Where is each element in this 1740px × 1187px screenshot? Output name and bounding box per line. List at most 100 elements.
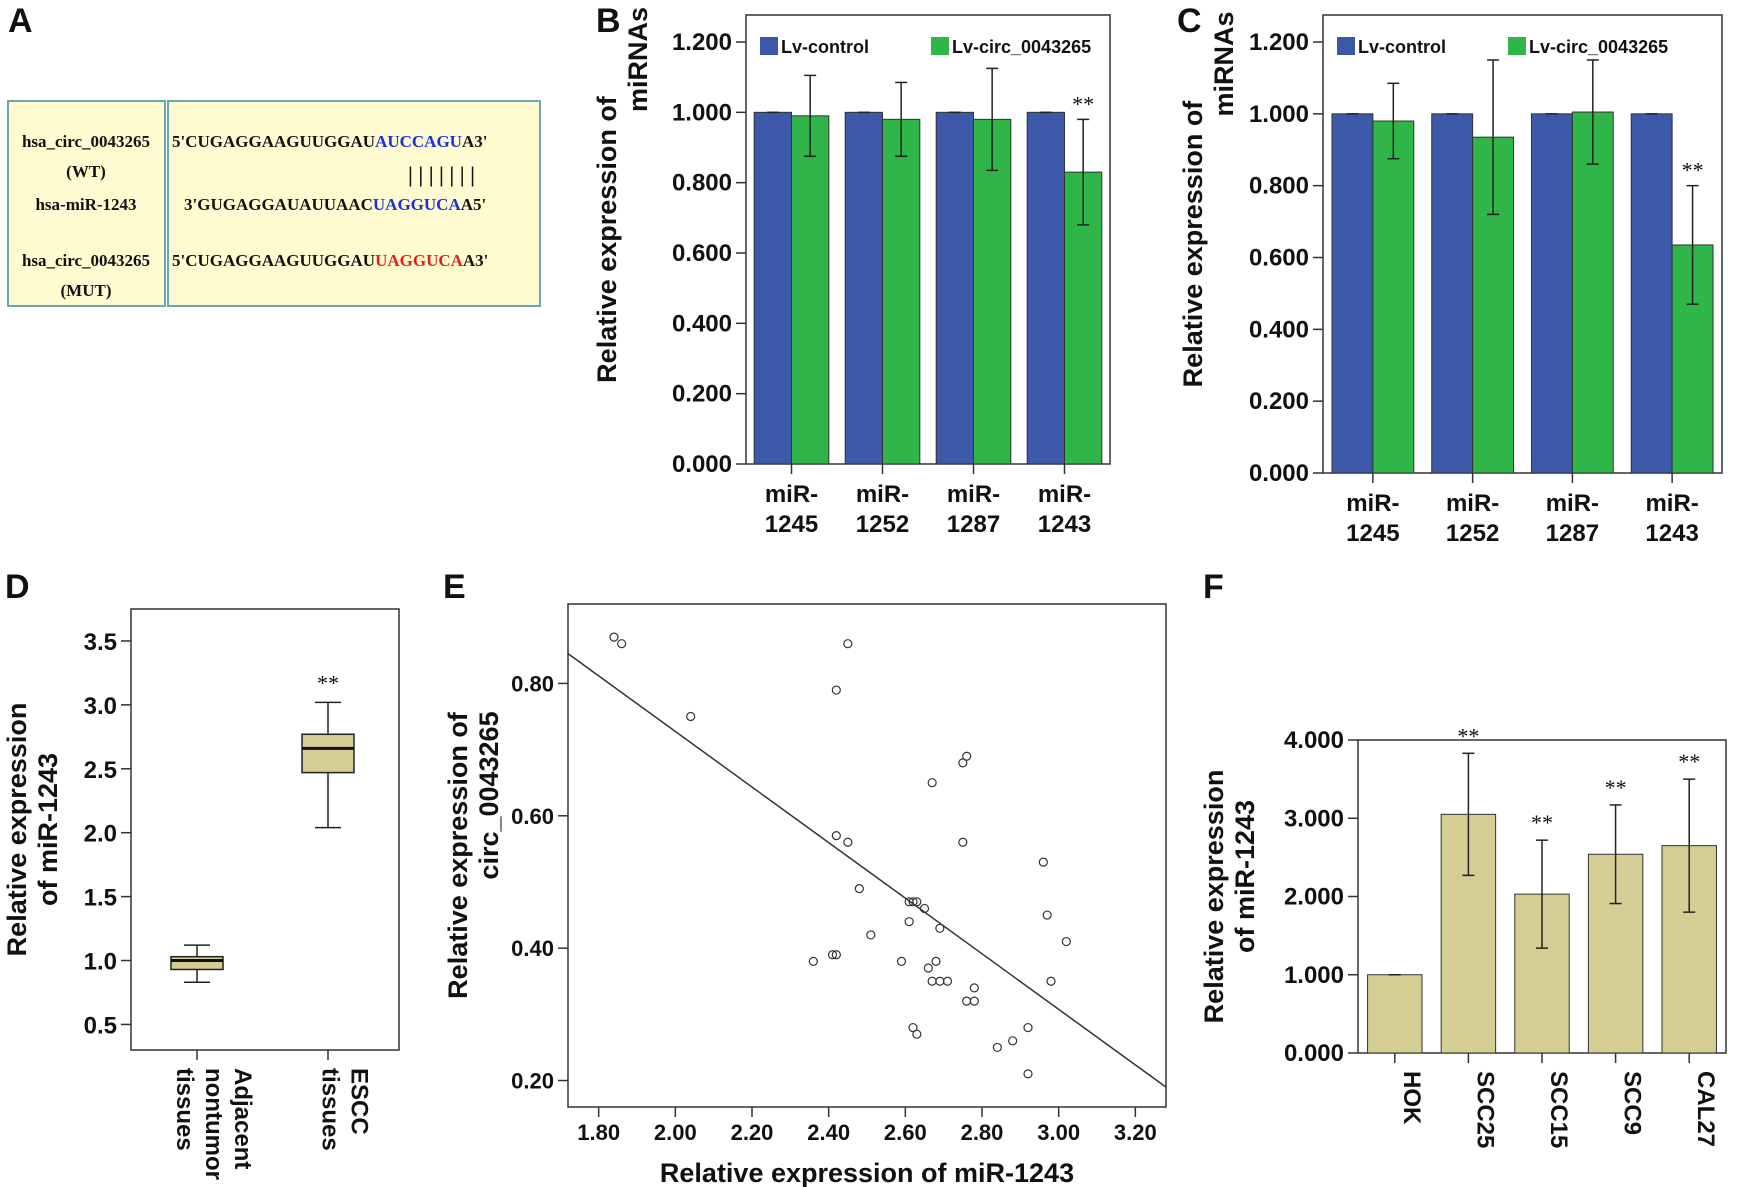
panel-letter-c: C (1177, 2, 1202, 40)
mut-sequence: 5'CUGAGGAAGUUGGAUUAGGUCAA3' (172, 251, 488, 270)
scatter-point (962, 996, 972, 1006)
y-tick-label: 0.200 (1249, 388, 1309, 415)
y-tick-label: 1.000 (1249, 101, 1309, 128)
y-tick-label: 0.400 (1249, 316, 1309, 343)
panel-e: E 0.20 0.40 0.60 0.80 1.80 2.00 2.20 2.40 2.60 2.… (443, 568, 1167, 1187)
y-axis-label: circ_0043265 (474, 711, 504, 879)
wt-seq-suffix: A3' (462, 132, 488, 151)
plot-frame (567, 603, 1167, 1108)
bar-lv-control (753, 111, 793, 465)
scatter-point (908, 897, 918, 907)
panel-a: A hsa_circ_0043265 (WT) hsa-miR-1243 hsa… (7, 2, 541, 307)
scatter-point (969, 996, 979, 1006)
mut-seq-prefix: 5'CUGAGGAAGUUGGAU (172, 251, 375, 270)
scatter-point (931, 956, 941, 966)
label-box (7, 100, 166, 307)
y-tick-label: 0.600 (1249, 245, 1309, 272)
bar-lv-control (1331, 113, 1374, 474)
scatter-point (831, 685, 841, 695)
bar-lv-circ (882, 118, 921, 465)
x-tick-label: 2.20 (731, 1120, 774, 1145)
scatter-point (1008, 1036, 1018, 1046)
y-tick-label: 1.200 (672, 29, 732, 56)
scatter-point (617, 639, 627, 649)
scatter-point (831, 831, 841, 841)
sequence-box (167, 100, 541, 307)
y-tick-label: 1.000 (672, 99, 732, 126)
y-tick-label: 0.40 (511, 936, 554, 961)
bar-lv-circ (973, 118, 1012, 465)
x-category-label: tissues (171, 1068, 198, 1151)
significance-mark: ** (317, 670, 339, 695)
bar-lv-control (1630, 113, 1673, 474)
x-category-label: SCC9 (1619, 1071, 1646, 1135)
y-tick-label: 2.000 (1284, 884, 1344, 911)
x-category-label: 1245 (1346, 520, 1399, 547)
scatter-point (942, 976, 953, 986)
x-category-label: nontumor (200, 1068, 227, 1180)
x-tick-label: 2.80 (961, 1120, 1004, 1145)
y-tick-label: 3.0 (84, 693, 117, 720)
y-axis-label: Relative expression of (1178, 100, 1208, 388)
bar-lv-circ (1064, 171, 1103, 465)
scatter-point (904, 917, 914, 927)
x-category-label: 1243 (1038, 511, 1091, 538)
y-axis-label: Relative expression (2, 703, 32, 957)
y-axis-label: of miR-1243 (33, 753, 63, 906)
scatter-point (904, 897, 914, 907)
scatter-point (927, 976, 937, 986)
box (301, 733, 355, 774)
significance-mark: ** (1072, 91, 1094, 116)
x-category-label: 1243 (1645, 520, 1698, 547)
scatter-point (1042, 910, 1052, 920)
x-category-label: tissues (317, 1068, 344, 1151)
scatter-point (1023, 1022, 1033, 1033)
panel-letter-f: F (1203, 568, 1224, 606)
y-tick-label: 0.800 (672, 170, 732, 197)
x-category-label: miR- (1645, 490, 1698, 517)
x-category-label: SCC25 (1471, 1071, 1498, 1148)
x-category-label: 1287 (947, 511, 1000, 538)
scatter-point (919, 903, 930, 914)
scatter-point (831, 950, 841, 960)
significance-mark: ** (1605, 775, 1627, 800)
y-tick-label: 4.000 (1284, 727, 1344, 754)
wt-seq-highlight: AUCCAGU (375, 132, 462, 151)
x-category-label: miR- (856, 481, 909, 508)
scatter-point (962, 751, 972, 761)
panel-letter-a: A (8, 2, 33, 40)
scatter-point (958, 758, 968, 768)
x-category-label: HOK (1398, 1071, 1425, 1125)
mir-seq-suffix: A5' (461, 195, 487, 214)
y-tick-label: 0.60 (511, 804, 554, 829)
y-tick-label: 0.5 (84, 1012, 117, 1039)
x-tick-label: 2.40 (807, 1120, 850, 1145)
x-category-label: Adjacent (229, 1068, 256, 1169)
legend-label: Lv-control (781, 37, 869, 57)
panel-letter-e: E (443, 568, 466, 606)
bar-lv-control (935, 111, 975, 465)
legend-label: Lv-circ_0043265 (952, 37, 1091, 57)
scatter-point (686, 711, 696, 722)
scatter-point (958, 837, 968, 847)
scatter-point (935, 976, 945, 986)
bar-lv-circ (791, 115, 830, 465)
y-axis-label: of miR-1243 (1230, 800, 1260, 953)
x-category-label: ESCC (346, 1068, 373, 1135)
scatter-point (843, 837, 853, 847)
y-axis-label: miRNAs (623, 7, 653, 112)
scatter-point (827, 950, 838, 960)
base-pair-lines: | | | | | | | (408, 162, 475, 187)
y-tick-label: 1.0 (84, 949, 117, 976)
scatter-point (843, 639, 853, 649)
wt-sub-label: (WT) (66, 162, 106, 181)
significance-mark: ** (1457, 723, 1479, 748)
y-tick-label: 0.000 (1284, 1040, 1344, 1067)
scatter-point (808, 956, 818, 966)
y-axis-label: Relative expression (1199, 770, 1229, 1024)
x-category-label: CAL27 (1692, 1071, 1719, 1147)
scatter-point (896, 956, 907, 966)
panel-b: B 0.000 0.200 0.400 0.600 0.800 1.000 1.200 miR… (592, 2, 1111, 538)
x-tick-label: 2.00 (654, 1120, 697, 1145)
